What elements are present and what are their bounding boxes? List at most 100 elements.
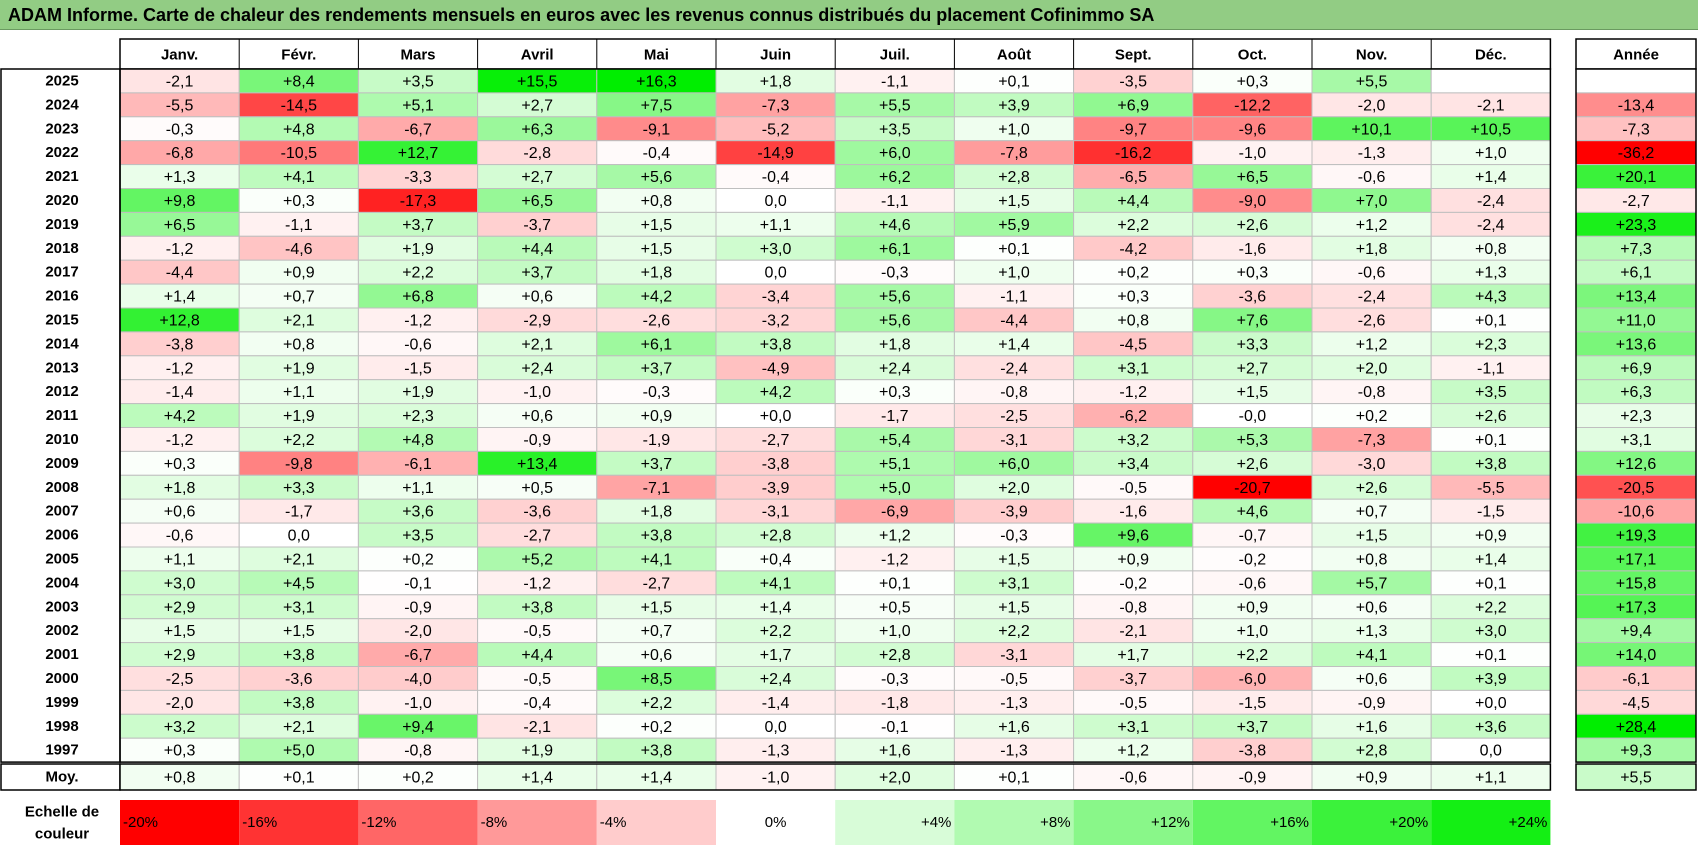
year-label: 2004 xyxy=(45,574,79,591)
cell-value: +4,2 xyxy=(641,289,673,306)
scale-swatch xyxy=(1073,800,1193,845)
cell-value: +1,0 xyxy=(1237,623,1269,640)
cell-value: +1,8 xyxy=(760,73,792,90)
cell-value: +12,7 xyxy=(398,145,439,162)
heatmap-cell xyxy=(1430,68,1551,94)
cell-value: +0,2 xyxy=(1117,265,1149,282)
annual-value: +9,3 xyxy=(1620,743,1652,760)
cell-value: +3,3 xyxy=(283,480,315,497)
cell-value: +0,0 xyxy=(760,408,792,425)
cell-value: -2,4 xyxy=(1477,193,1505,210)
cell-value: -4,4 xyxy=(166,265,194,282)
year-label: 2007 xyxy=(45,503,78,520)
cell-value: +6,9 xyxy=(1117,97,1149,114)
cell-value: -0,1 xyxy=(881,719,909,736)
scale-value: 0% xyxy=(765,814,787,831)
cell-value: -1,5 xyxy=(404,360,432,377)
cell-value: +0,1 xyxy=(1475,312,1507,329)
cell-value: +10,1 xyxy=(1351,121,1392,138)
cell-value: +0,3 xyxy=(1237,73,1269,90)
cell-value: -0,4 xyxy=(643,145,671,162)
year-label: 2016 xyxy=(45,288,78,305)
cell-value: -6,1 xyxy=(404,456,432,473)
average-value: +0,9 xyxy=(1356,770,1388,787)
cell-value: +0,1 xyxy=(998,73,1030,90)
column-header: Août xyxy=(997,47,1031,64)
cell-value: -1,1 xyxy=(1477,360,1505,377)
cell-value: +9,6 xyxy=(1117,528,1149,545)
cell-value: -6,7 xyxy=(404,647,432,664)
cell-value: +3,6 xyxy=(402,504,434,521)
column-header: Janv. xyxy=(161,47,198,64)
year-label: 2011 xyxy=(46,407,79,424)
cell-value: -3,2 xyxy=(762,312,790,329)
cell-value: -0,6 xyxy=(404,336,432,353)
cell-value: -20,7 xyxy=(1234,480,1271,497)
cell-value: +3,9 xyxy=(1475,671,1507,688)
column-header: Juil. xyxy=(880,47,910,64)
cell-value: -1,4 xyxy=(762,695,790,712)
cell-value: +5,5 xyxy=(879,97,911,114)
year-label: 1998 xyxy=(45,718,78,735)
cell-value: -3,3 xyxy=(404,169,432,186)
cell-value: +0,1 xyxy=(1475,647,1507,664)
cell-value: -2,7 xyxy=(523,528,551,545)
cell-value: +1,3 xyxy=(1475,265,1507,282)
cell-value: +2,6 xyxy=(1356,480,1388,497)
cell-value: -9,6 xyxy=(1239,121,1267,138)
cell-value: -0,5 xyxy=(523,623,551,640)
column-header: Sept. xyxy=(1115,47,1152,64)
cell-value: -1,3 xyxy=(1000,743,1028,760)
cell-value: +6,0 xyxy=(879,145,911,162)
cell-value: +2,4 xyxy=(521,360,553,377)
cell-value: +1,5 xyxy=(641,217,673,234)
cell-value: +0,9 xyxy=(1237,599,1269,616)
cell-value: +2,8 xyxy=(879,647,911,664)
cell-value: -0,1 xyxy=(404,575,432,592)
cell-value: +1,2 xyxy=(1117,743,1149,760)
scale-swatch xyxy=(358,800,478,845)
average-cell xyxy=(1192,763,1313,791)
cell-value: +0,3 xyxy=(879,384,911,401)
cell-value: +5,1 xyxy=(879,456,911,473)
cell-value: -2,7 xyxy=(643,575,671,592)
cell-value: +3,3 xyxy=(1237,336,1269,353)
cell-value: -1,4 xyxy=(166,384,194,401)
column-header: Avril xyxy=(521,47,554,64)
cell-value: -9,7 xyxy=(1119,121,1147,138)
cell-value: -1,6 xyxy=(1119,504,1147,521)
annual-header: Année xyxy=(1613,47,1659,64)
cell-value: +2,1 xyxy=(521,336,553,353)
cell-value: +3,7 xyxy=(641,456,673,473)
year-label: 2018 xyxy=(45,240,78,257)
annual-value: +6,9 xyxy=(1620,360,1652,377)
annual-border xyxy=(1575,68,1697,763)
cell-value: +3,0 xyxy=(760,241,792,258)
scale-value: -8% xyxy=(481,814,508,831)
cell-value: +1,1 xyxy=(283,384,315,401)
cell-value: +0,1 xyxy=(1475,432,1507,449)
scale-label: couleur xyxy=(35,826,89,843)
cell-value: +3,7 xyxy=(521,265,553,282)
cell-value: -3,6 xyxy=(1239,289,1267,306)
cell-value: -6,2 xyxy=(1119,408,1147,425)
cell-value: -0,2 xyxy=(1119,575,1147,592)
cell-value: -2,1 xyxy=(1119,623,1147,640)
scale-value: -12% xyxy=(361,814,396,831)
cell-value: +9,4 xyxy=(402,719,434,736)
cell-value: +5,0 xyxy=(283,743,315,760)
scale-swatch xyxy=(835,800,955,845)
year-label: 2005 xyxy=(45,550,78,567)
cell-value: +2,8 xyxy=(998,169,1030,186)
average-row-border xyxy=(119,763,1552,791)
cell-value: -3,4 xyxy=(762,289,790,306)
cell-value: +1,4 xyxy=(164,289,196,306)
year-label: 2019 xyxy=(45,216,78,233)
cell-value: +6,1 xyxy=(879,241,911,258)
annual-value: +15,8 xyxy=(1616,575,1657,592)
cell-value: -3,0 xyxy=(1358,456,1386,473)
column-header: Juin xyxy=(760,47,791,64)
cell-value: +7,6 xyxy=(1237,312,1269,329)
annual-value: -2,7 xyxy=(1622,193,1650,210)
scale-swatch xyxy=(239,800,359,845)
